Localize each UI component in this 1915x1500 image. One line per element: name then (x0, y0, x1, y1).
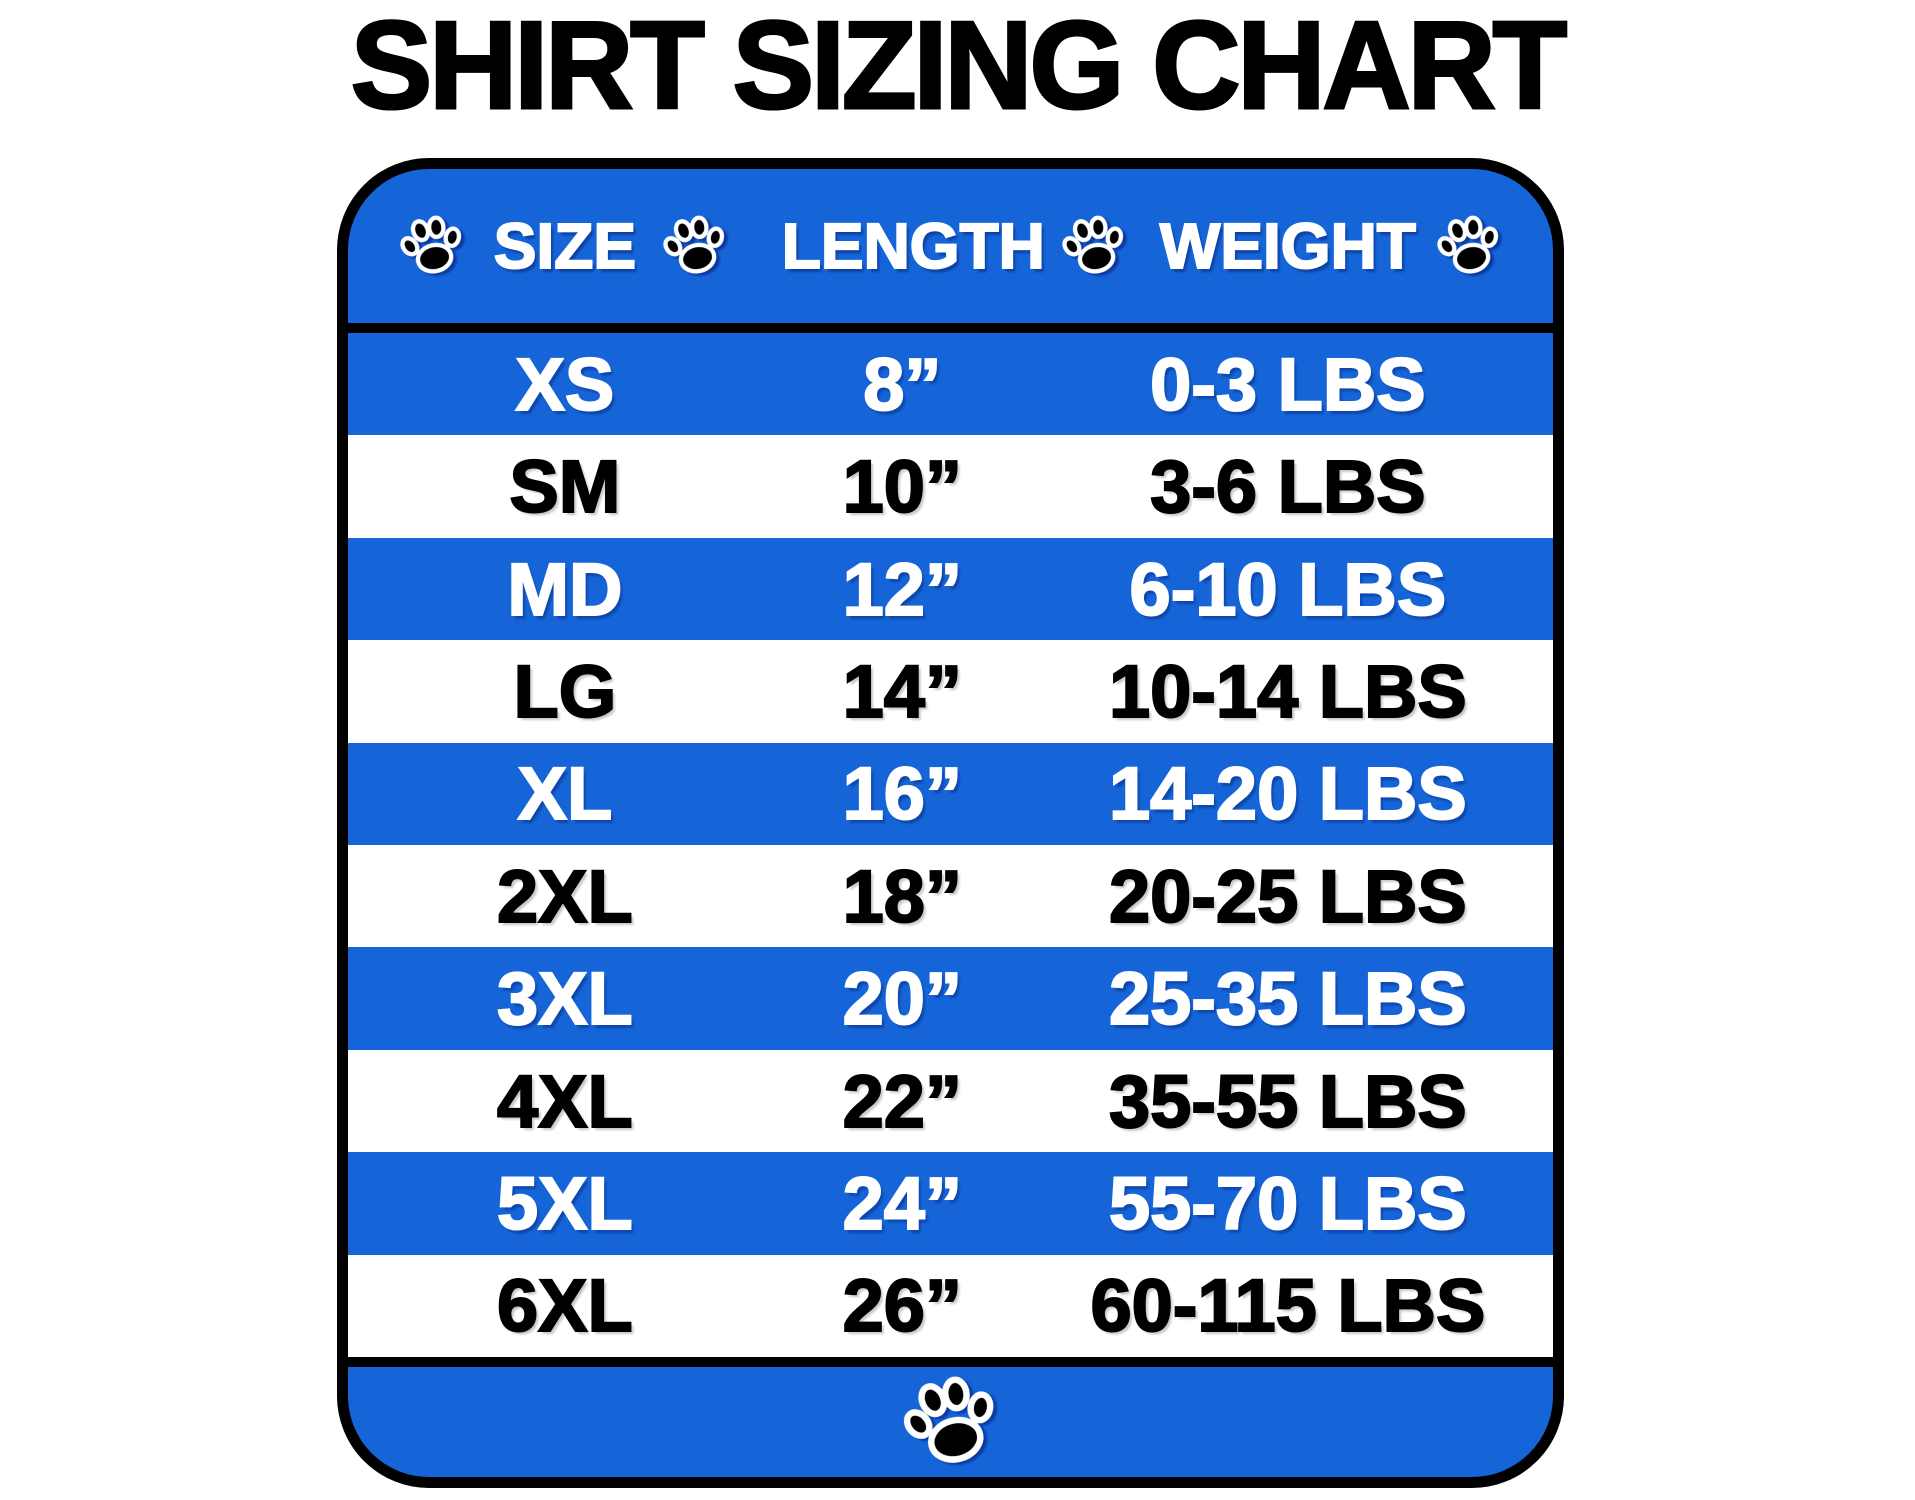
table-row-xl: XL 16” 14-20 LBS (348, 742, 1553, 846)
size-cell: 6XL (496, 1263, 634, 1348)
length-cell: 8” (862, 342, 942, 427)
table-header: SIZE LENGTH WEIGHT (348, 169, 1553, 323)
sizing-chart-panel: SIZE LENGTH WEIGHT XS 8” 0-3 LBS SM 10” … (337, 158, 1564, 1488)
length-cell: 16” (842, 751, 963, 836)
column-header-length: LENGTH (781, 209, 1046, 283)
paw-icon (1432, 209, 1506, 283)
table-row-lg: LG 14” 10-14 LBS (348, 640, 1553, 743)
weight-cell: 10-14 LBS (1108, 649, 1468, 734)
size-cell: XL (517, 751, 614, 836)
size-cell: SM (508, 444, 621, 529)
table-row-5xl: 5XL 24” 55-70 LBS (348, 1152, 1553, 1255)
weight-cell: 20-25 LBS (1108, 854, 1468, 939)
column-header-weight: WEIGHT (1159, 209, 1417, 283)
table-row-xs: XS 8” 0-3 LBS (348, 333, 1553, 436)
table-row-sm: SM 10” 3-6 LBS (348, 435, 1553, 538)
length-cell: 12” (842, 547, 963, 632)
page-title: SHIRT SIZING CHART (349, 0, 1568, 135)
size-cell: 5XL (496, 1161, 634, 1246)
paw-icon (658, 209, 732, 283)
paw-icon (396, 209, 470, 283)
paw-icon (893, 1363, 1007, 1477)
table-row-md: MD 12” 6-10 LBS (348, 537, 1553, 641)
size-cell: LG (513, 649, 618, 734)
table-row-6xl: 6XL 26” 60-115 LBS (348, 1254, 1553, 1358)
size-cell: 2XL (496, 854, 634, 939)
weight-cell: 14-20 LBS (1108, 751, 1468, 836)
size-cell: 3XL (496, 956, 634, 1041)
table-row-2xl: 2XL 18” 20-25 LBS (348, 845, 1553, 948)
size-cell: XS (515, 342, 616, 427)
table-footer (348, 1367, 1553, 1477)
weight-cell: 6-10 LBS (1129, 547, 1448, 632)
weight-cell: 60-115 LBS (1089, 1263, 1486, 1348)
length-cell: 24” (842, 1161, 963, 1246)
paw-icon (1057, 209, 1131, 283)
length-cell: 22” (842, 1059, 963, 1144)
table-row-4xl: 4XL 22” 35-55 LBS (348, 1049, 1553, 1153)
table-row-3xl: 3XL 20” 25-35 LBS (348, 947, 1553, 1050)
length-cell: 18” (842, 854, 963, 939)
weight-cell: 0-3 LBS (1149, 342, 1427, 427)
weight-cell: 55-70 LBS (1108, 1161, 1468, 1246)
length-cell: 14” (842, 649, 963, 734)
header-divider (348, 323, 1553, 333)
length-cell: 26” (842, 1263, 963, 1348)
weight-cell: 35-55 LBS (1108, 1059, 1468, 1144)
table-body: XS 8” 0-3 LBS SM 10” 3-6 LBS MD 12” 6-10… (348, 333, 1553, 1358)
column-header-size: SIZE (493, 209, 637, 283)
length-cell: 10” (842, 444, 963, 529)
length-cell: 20” (842, 956, 963, 1041)
footer-divider (348, 1357, 1553, 1367)
weight-cell: 25-35 LBS (1108, 956, 1468, 1041)
weight-cell: 3-6 LBS (1149, 444, 1427, 529)
size-cell: MD (506, 547, 623, 632)
size-cell: 4XL (496, 1059, 634, 1144)
